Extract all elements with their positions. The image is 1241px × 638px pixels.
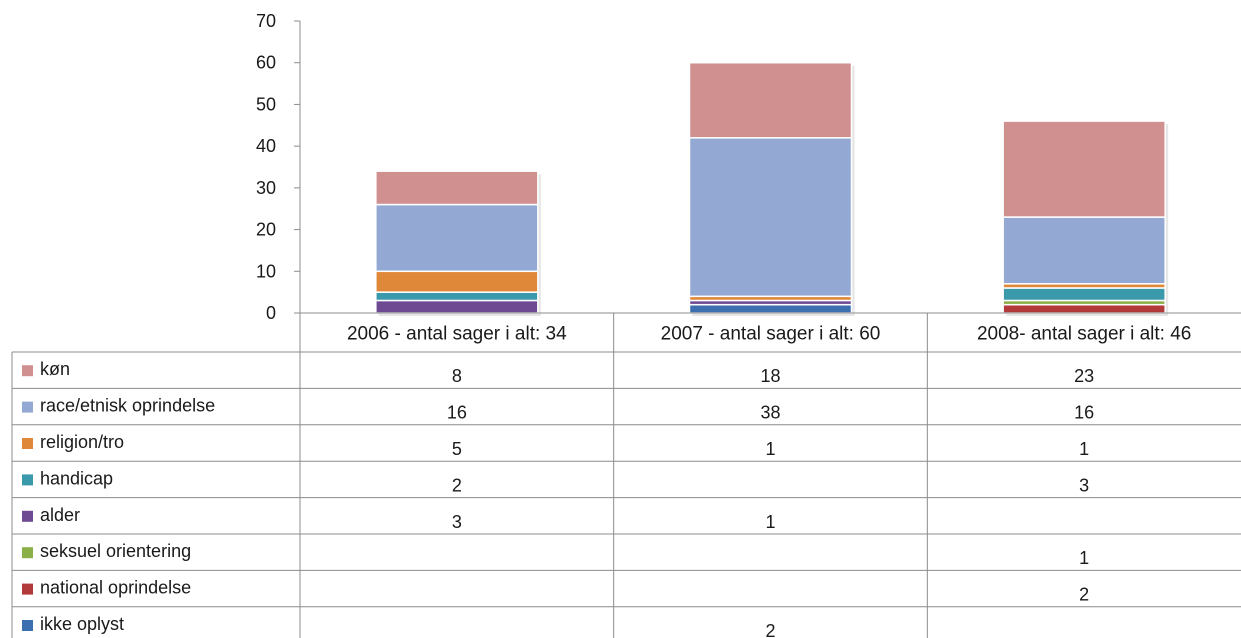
series-label: race/etnisk oprindelse [40,396,215,416]
data-cell-value: 1 [1079,548,1089,568]
series-label: alder [40,505,80,525]
data-cell-value: 3 [452,512,462,532]
data-cell-value: 16 [1074,403,1094,423]
y-tick-label: 30 [256,178,276,198]
legend-swatch [22,620,33,631]
legend-swatch [22,365,33,377]
data-cell-value: 38 [760,403,780,423]
legend-swatch [22,583,33,595]
y-tick-label: 60 [256,53,276,73]
data-cell-value: 23 [1074,366,1094,386]
y-tick-label: 20 [256,220,276,240]
data-cell-value: 2 [765,621,775,638]
bar-segment [1002,303,1166,314]
data-cell-value: 1 [765,439,775,459]
series-label: ikke oplyst [40,614,124,634]
bar-stack [375,170,541,316]
bar-segment [375,291,539,302]
data-cell-value: 2 [1079,585,1089,605]
data-cell-value: 5 [452,439,462,459]
legend-swatch [22,547,33,559]
data-cell-value: 1 [1079,439,1089,459]
y-tick-label: 10 [256,261,276,281]
bar-stack [688,61,855,316]
series-label: køn [40,359,70,379]
data-cell-value: 8 [452,366,462,386]
category-label: 2006 - antal sager i alt: 34 [347,324,567,345]
series-label: seksuel orientering [40,541,191,561]
series-label: national oprindelse [40,578,191,598]
y-tick-label: 70 [256,11,276,31]
y-axis: 0 10 20 30 40 50 60 70 [256,11,301,323]
data-table: 2006 - antal sager i alt: 34 2007 - antal… [11,312,1241,638]
bar-segment [375,270,539,293]
series-label: religion/tro [40,432,124,452]
bar-segment [375,299,539,314]
legend-swatch [22,401,33,413]
y-tick-label: 40 [256,136,276,156]
bar-segment [688,61,853,139]
bar-segment [375,203,539,273]
bar-segment [1002,287,1166,302]
bar-segment [1002,216,1166,285]
bar-segment [688,137,853,298]
bar-segment [688,303,853,314]
bar-segment [1002,120,1166,218]
data-cell-value: 3 [1079,475,1089,495]
data-cell-value: 18 [760,366,780,386]
legend-swatch [22,438,33,449]
category-label: 2007 - antal sager i alt: 60 [661,324,881,345]
data-cell-value: 16 [447,403,467,423]
bar-segment [375,170,539,206]
data-cell-value: 2 [452,475,462,495]
category-label: 2008- antal sager i alt: 46 [977,324,1191,345]
series-label: handicap [40,468,113,488]
bar-stack [1002,120,1169,316]
data-cell-value: 1 [765,512,775,532]
legend-swatch [22,510,33,522]
y-tick-label: 50 [256,94,276,114]
legend-swatch [22,474,33,486]
y-tick-label: 0 [266,303,276,323]
bars [375,61,1169,316]
